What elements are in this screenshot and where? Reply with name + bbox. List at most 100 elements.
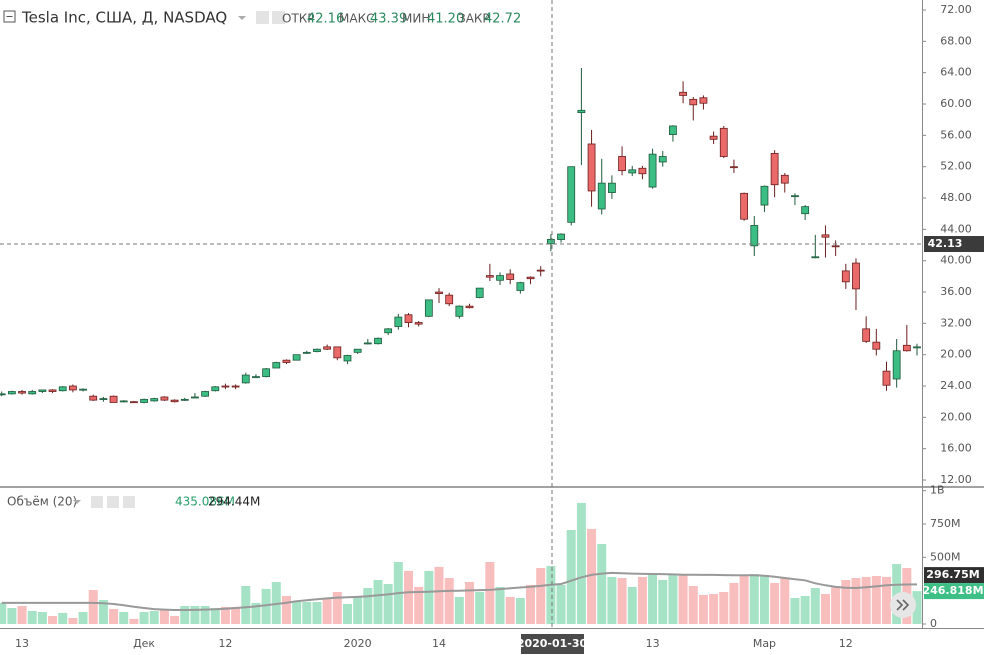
volume-bar xyxy=(404,570,413,624)
volume-bar xyxy=(505,596,515,624)
volume-bar xyxy=(810,588,820,624)
y-tick-label: 60.00 xyxy=(940,97,972,110)
candle-body xyxy=(597,182,606,210)
candle-body xyxy=(638,167,647,175)
volume-bar xyxy=(454,596,464,624)
volume-y-tick-label: 750M xyxy=(930,517,961,530)
candle-body xyxy=(18,391,26,394)
y-tick-label: 20.00 xyxy=(940,348,972,361)
volume-bar xyxy=(373,580,383,624)
volume-bar xyxy=(688,586,698,624)
candle-body xyxy=(546,238,555,245)
candle-body xyxy=(343,355,352,362)
volume-bar xyxy=(709,594,719,624)
volume-bar xyxy=(17,606,27,624)
symbol-menu-arrow[interactable] xyxy=(238,16,246,20)
volume-y-tick-label: 1B xyxy=(930,484,945,497)
volume-bar xyxy=(98,600,108,624)
candle-body xyxy=(791,195,799,198)
volume-bar xyxy=(434,566,444,624)
price-tag: 42.13 xyxy=(928,237,963,250)
eye-icon[interactable] xyxy=(256,11,269,24)
ohlc-value: 42.72 xyxy=(484,12,521,27)
ohlc-label: ЗАКР xyxy=(458,12,490,26)
volume-bar xyxy=(58,612,68,624)
candle-body xyxy=(211,386,220,392)
ohlc-value: 42.16 xyxy=(307,12,344,27)
volume-bar xyxy=(881,576,891,624)
candle-body xyxy=(679,91,687,96)
volume-bar xyxy=(637,576,647,624)
y-tick-label: 52.00 xyxy=(940,160,972,173)
volume-bar xyxy=(495,586,505,624)
ohlc-label: МИН xyxy=(402,12,430,26)
y-tick-label: 24.00 xyxy=(940,379,972,392)
candle-body xyxy=(485,275,494,278)
candle-body xyxy=(292,354,301,361)
volume-settings-icon[interactable] xyxy=(107,496,119,508)
y-tick-label: 32.00 xyxy=(940,316,972,329)
candle-body xyxy=(282,359,291,363)
volume-bar xyxy=(871,576,881,624)
candle-body xyxy=(689,98,698,106)
settings-icon[interactable] xyxy=(272,11,285,24)
x-tick-label: 12 xyxy=(218,637,232,650)
collapse-icon[interactable] xyxy=(3,10,16,23)
volume-bar xyxy=(678,574,688,624)
volume-bar xyxy=(597,544,607,624)
volume-bar xyxy=(698,594,708,624)
candle-body xyxy=(394,316,403,327)
volume-bar xyxy=(363,588,373,624)
volume-bar xyxy=(302,602,312,624)
candle-body xyxy=(831,245,840,248)
ma-legend-value: 294.44M xyxy=(208,495,260,509)
y-tick-label: 36.00 xyxy=(940,285,972,298)
volume-eye-icon[interactable] xyxy=(91,496,103,508)
volume-menu-arrow[interactable] xyxy=(73,500,81,504)
candle-body xyxy=(821,234,830,238)
candle-body xyxy=(730,166,738,169)
candle-body xyxy=(221,385,230,388)
volume-bar xyxy=(261,588,271,624)
volume-bar xyxy=(292,600,302,624)
volume-bar xyxy=(444,578,454,624)
y-tick-label: 44.00 xyxy=(940,222,972,235)
time-tag-bg xyxy=(521,634,584,654)
volume-bar xyxy=(353,596,363,624)
volume-bar xyxy=(475,592,485,624)
volume-bar xyxy=(587,528,597,624)
volume-bar xyxy=(231,606,241,624)
volume-y-tick-label: 0 xyxy=(930,617,937,630)
volume-bar xyxy=(180,606,190,624)
candle-body xyxy=(272,362,281,369)
candle-body xyxy=(201,391,210,397)
candle-body xyxy=(699,97,708,104)
y-tick-label: 12.00 xyxy=(940,473,972,486)
candle-body xyxy=(801,206,810,215)
volume-bar xyxy=(27,610,37,624)
candle-body xyxy=(7,391,16,395)
volume-legend-value: 435.086M xyxy=(175,495,235,509)
ohlc-value: 43.39 xyxy=(370,12,407,27)
x-tick-label: 13 xyxy=(646,637,660,650)
volume-close-icon[interactable] xyxy=(123,496,135,508)
ohlc-label: МАКС xyxy=(339,12,374,26)
ma-tag-bg xyxy=(924,567,984,584)
candle-body xyxy=(140,398,148,403)
ma-tag: 296.75M xyxy=(926,568,979,581)
candle-body xyxy=(557,233,565,240)
x-tick-label: 13 xyxy=(15,637,29,650)
volume-bar xyxy=(739,574,749,624)
candle-body xyxy=(852,262,860,290)
candle-body xyxy=(780,174,789,184)
volume-bar xyxy=(607,576,617,624)
x-tick-label: Мар xyxy=(753,637,776,650)
candle-body xyxy=(28,391,37,395)
y-tick-label: 56.00 xyxy=(940,128,972,141)
candle-body xyxy=(750,225,759,247)
candle-body xyxy=(445,294,454,305)
candle-body xyxy=(414,322,423,325)
x-tick-label: 14 xyxy=(432,637,446,650)
volume-bar xyxy=(485,562,495,624)
